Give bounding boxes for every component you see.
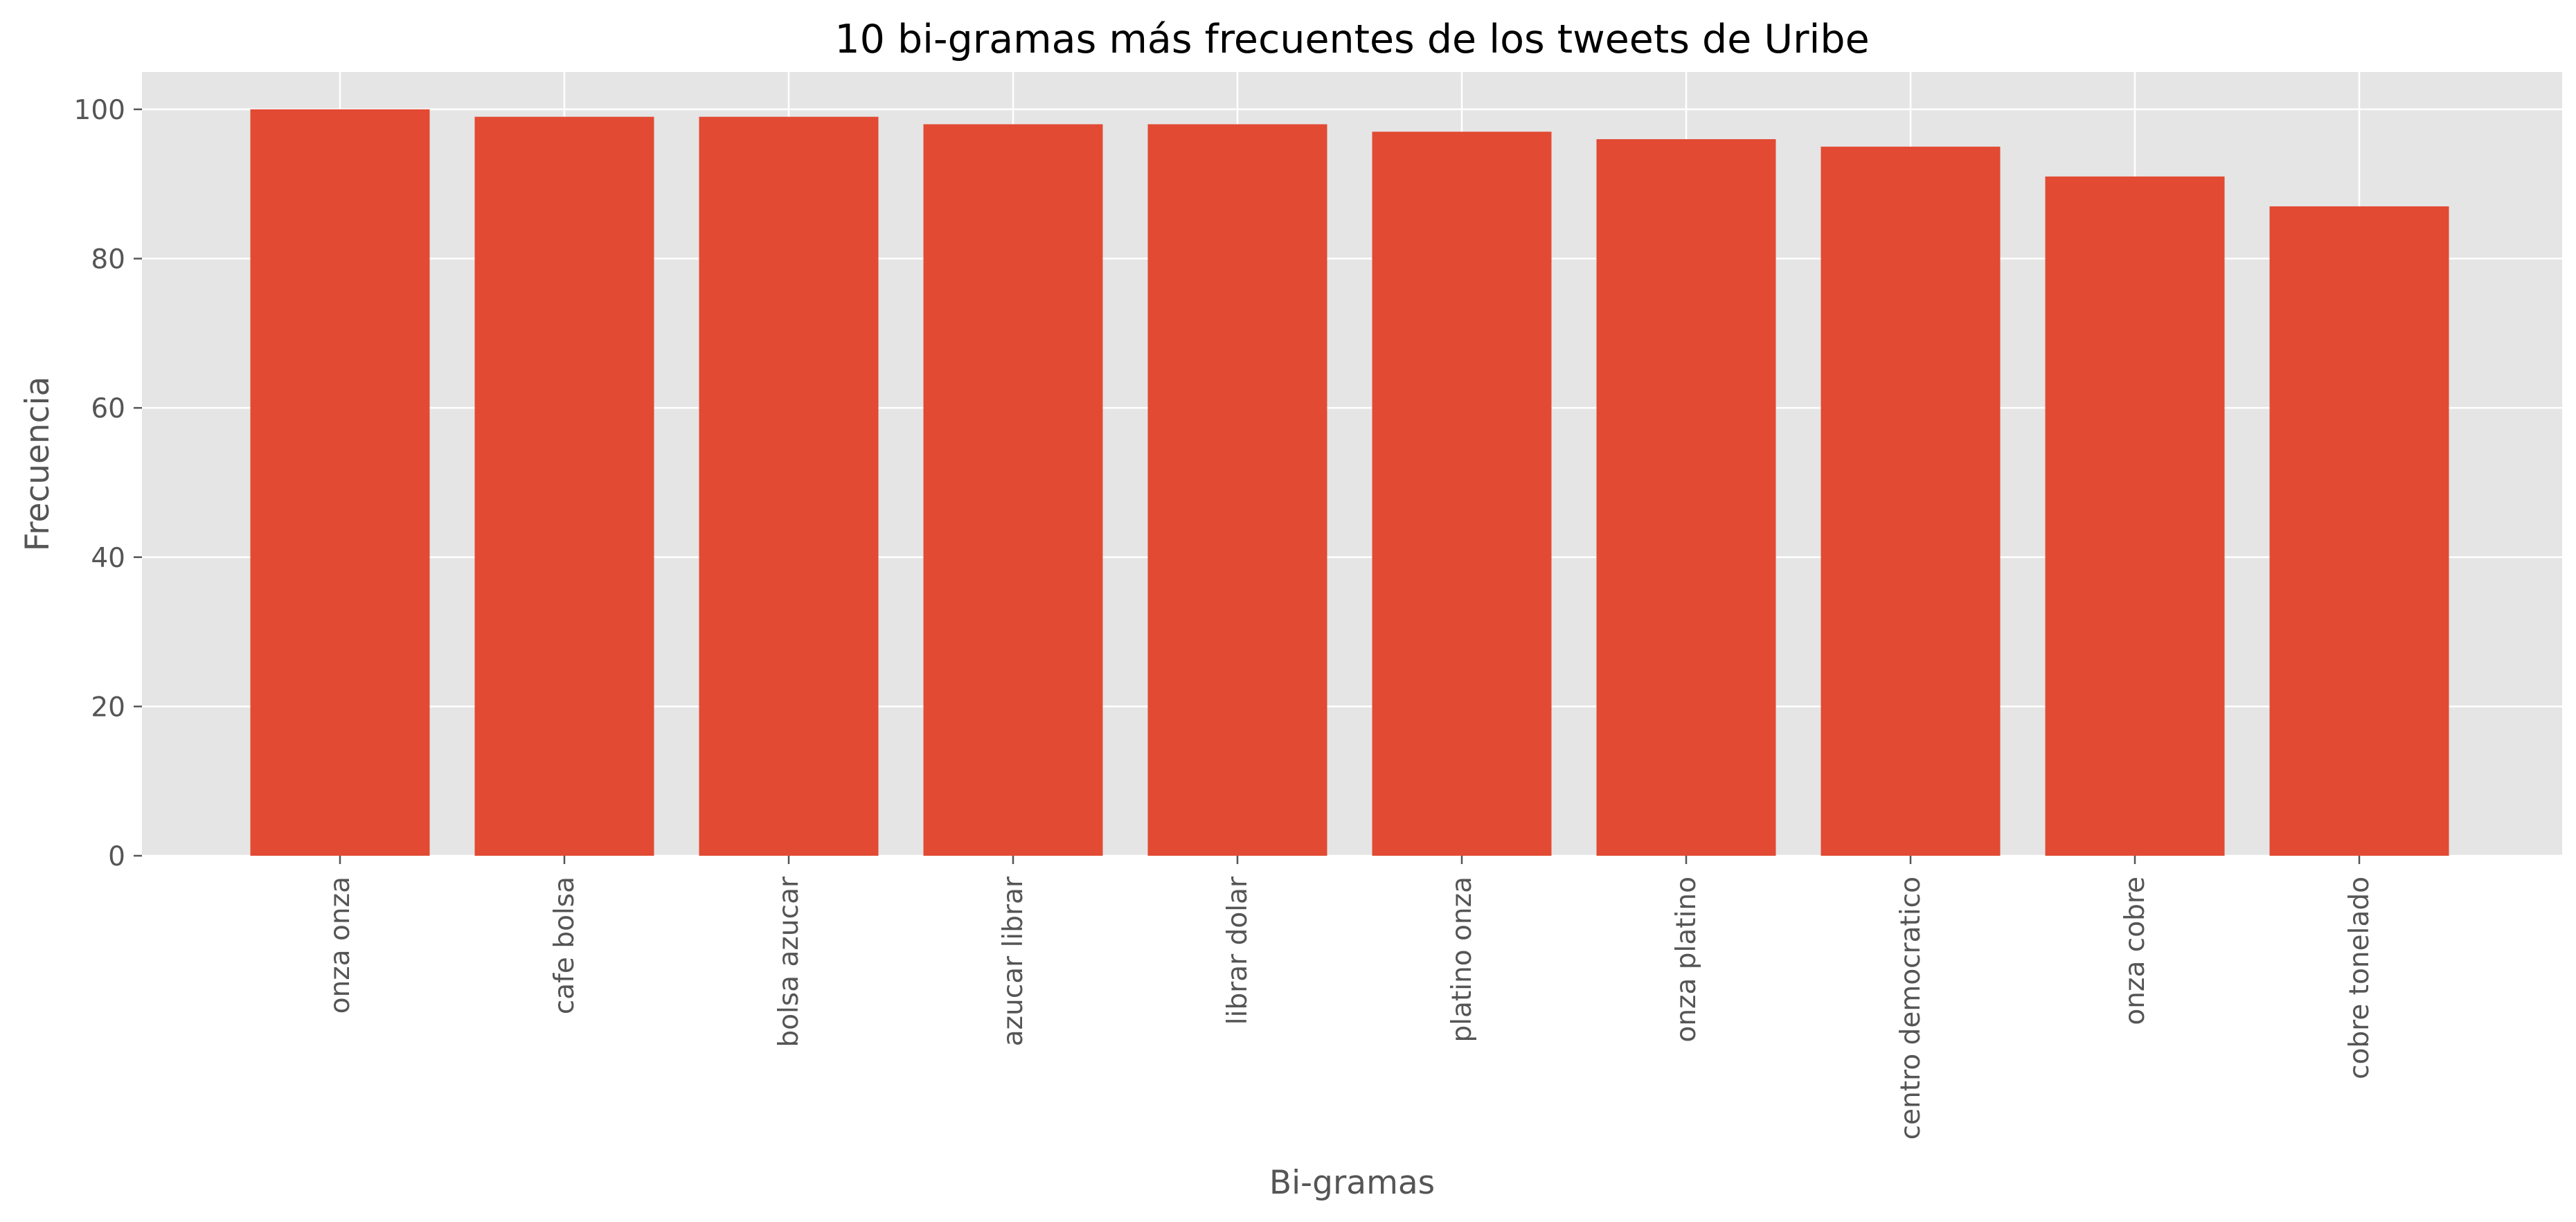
bar-onza-cobre xyxy=(2045,176,2225,856)
y-tick-label: 20 xyxy=(91,692,125,723)
y-tick-label: 100 xyxy=(74,95,125,126)
bar-centro-democratico xyxy=(1821,146,2001,856)
y-tick-label: 40 xyxy=(91,543,125,574)
bar-platino-onza xyxy=(1372,132,1552,856)
y-tick-label: 80 xyxy=(91,244,125,276)
x-tick-label: centro democratico xyxy=(1895,877,1926,1140)
x-tick-label: onza cobre xyxy=(2120,877,2151,1025)
axes: 0 20 40 60 80 100 onza onza cafe bolsa bolsa azu… xyxy=(74,95,2375,1140)
chart-title: 10 bi-gramas más frecuentes de los tweet… xyxy=(834,17,1869,62)
bar-librar-dolar xyxy=(1147,124,1327,856)
x-tick-label: cobre tonelado xyxy=(2344,877,2375,1079)
y-axis-label: Frecuencia xyxy=(19,377,57,552)
bar-azucar-librar xyxy=(923,124,1103,856)
x-axis-label: Bi-gramas xyxy=(1269,1164,1435,1202)
bar-onza-platino xyxy=(1596,139,1776,856)
bar-cafe-bolsa xyxy=(474,116,654,856)
x-tick-label: bolsa azucar xyxy=(773,876,805,1047)
y-tick-label: 60 xyxy=(91,393,125,424)
bar-onza-onza xyxy=(250,109,430,856)
bar-cobre-tonelado xyxy=(2269,206,2449,856)
y-tick-label: 0 xyxy=(108,841,125,872)
x-tick-label: platino onza xyxy=(1447,877,1478,1043)
bars xyxy=(250,109,2449,856)
x-tick-label: cafe bolsa xyxy=(549,877,580,1014)
bar-bolsa-azucar xyxy=(699,116,879,856)
x-tick-label: onza platino xyxy=(1671,877,1702,1043)
x-tick-label: azucar librar xyxy=(998,876,1029,1046)
x-tick-label: librar dolar xyxy=(1222,876,1253,1025)
x-tick-label: onza onza xyxy=(325,877,356,1014)
